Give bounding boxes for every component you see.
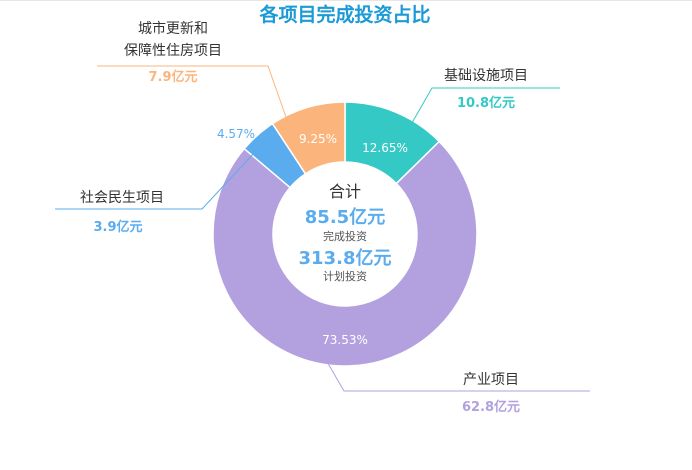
center-planned-value: 313.8亿元 xyxy=(299,247,392,269)
slice-value-label-1: 62.8亿元 xyxy=(462,399,520,415)
leader-line-1 xyxy=(325,359,590,392)
slice-value-label-2: 3.9亿元 xyxy=(93,219,142,235)
slice-name-label-2: 社会民生项目 xyxy=(80,190,164,206)
slice-percent-label-2: 4.57% xyxy=(217,127,255,141)
center-planned-label: 计划投资 xyxy=(323,269,367,283)
slice-name-label-0: 基础设施项目 xyxy=(444,67,528,84)
leader-line-0 xyxy=(408,87,560,129)
slice-name-label-3-line-2: 保障性住房项目 xyxy=(124,43,222,59)
slice-1 xyxy=(212,140,478,367)
slice-value-label-3: 7.9亿元 xyxy=(148,69,197,85)
slice-3 xyxy=(271,101,346,175)
center-label: 合计 xyxy=(329,182,361,201)
slice-percent-label-1: 73.53% xyxy=(322,333,368,347)
slice-name-label-3-line-1: 城市更新和 xyxy=(138,20,208,37)
slice-percent-label-3: 9.25% xyxy=(299,132,337,146)
slice-percent-label-0: 12.65% xyxy=(362,141,408,155)
center-completed-label: 完成投资 xyxy=(323,229,367,243)
center-completed-value: 85.5亿元 xyxy=(305,206,385,228)
leader-line-2 xyxy=(55,151,256,210)
chart-title: 各项目完成投资占比 xyxy=(258,3,430,26)
donut-hole xyxy=(275,164,415,304)
slice-value-label-0: 10.8亿元 xyxy=(457,95,515,111)
slice-name-label-1: 产业项目 xyxy=(463,372,519,388)
top-border xyxy=(0,0,692,1)
leader-line-3 xyxy=(97,65,287,118)
